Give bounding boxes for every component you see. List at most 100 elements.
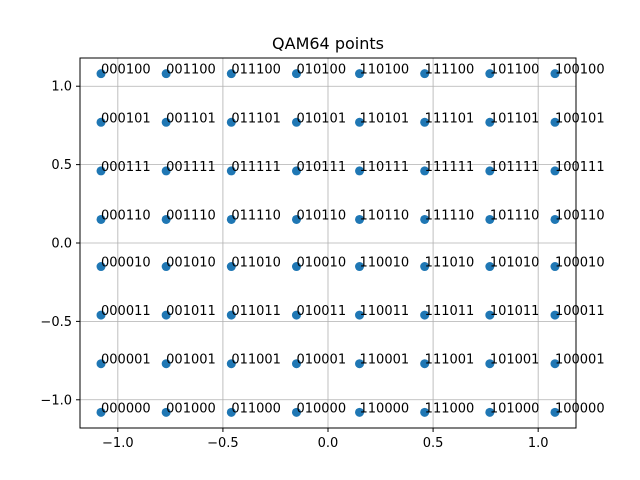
point-label: 010111 [296,160,346,175]
data-point [291,166,301,176]
point-label: 011100 [231,63,281,78]
point-label: 001111 [166,160,216,175]
data-point [291,69,301,79]
point-label: 110101 [360,111,410,126]
data-point [226,262,236,272]
data-point [355,407,365,417]
point-label: 010001 [296,353,346,368]
data-point [485,117,495,127]
data-point [161,407,171,417]
point-label: 011101 [231,111,281,126]
point-labels: 000100 001100 011100 010100 110100 111100 1011… [101,63,605,417]
data-point [96,262,106,272]
axis-ticks: −1.0 −0.5 0.0 0.5 1.0 −1.0 −0.5 0.0 0.5 1.0 [40,80,548,451]
data-point [161,262,171,272]
data-point [226,214,236,224]
data-point [96,166,106,176]
point-label: 011111 [231,160,281,175]
data-point [420,262,430,272]
data-point [485,310,495,320]
data-point [161,359,171,369]
point-label: 111100 [425,63,475,78]
point-label: 011010 [231,256,281,271]
y-tick-label: 1.0 [51,80,72,95]
data-point [226,407,236,417]
x-tick-label: 0.5 [423,436,444,451]
point-label: 001001 [166,353,216,368]
point-label: 001110 [166,208,216,223]
data-point [291,262,301,272]
data-point [161,166,171,176]
data-point [420,69,430,79]
point-label: 111101 [425,111,475,126]
data-point [420,310,430,320]
point-label: 110111 [360,160,410,175]
point-label: 111011 [425,304,475,319]
data-point [485,214,495,224]
x-tick-label: −0.5 [207,436,239,451]
point-label: 110010 [360,256,410,271]
data-point [485,69,495,79]
data-point [355,214,365,224]
point-label: 100010 [555,256,605,271]
data-point [550,262,560,272]
data-point [291,359,301,369]
point-label: 010010 [296,256,346,271]
data-point [550,117,560,127]
point-label: 110000 [360,401,410,416]
point-label: 100110 [555,208,605,223]
data-point [420,407,430,417]
point-label: 000110 [101,208,151,223]
point-label: 111110 [425,208,475,223]
data-point [96,117,106,127]
point-label: 010011 [296,304,346,319]
data-point [485,166,495,176]
point-label: 101000 [490,401,540,416]
point-label: 011001 [231,353,281,368]
point-label: 100000 [555,401,605,416]
data-point [550,214,560,224]
data-point [355,262,365,272]
point-label: 111000 [425,401,475,416]
data-point [485,359,495,369]
grid-lines [80,58,576,428]
data-point [291,407,301,417]
point-label: 010100 [296,63,346,78]
point-label: 101101 [490,111,540,126]
data-point [161,310,171,320]
point-label: 000101 [101,111,151,126]
point-label: 001100 [166,63,216,78]
point-label: 110011 [360,304,410,319]
point-label: 000011 [101,304,151,319]
data-point [550,359,560,369]
data-point [550,310,560,320]
point-label: 001101 [166,111,216,126]
point-label: 010110 [296,208,346,223]
data-point [226,166,236,176]
point-label: 000001 [101,353,151,368]
point-label: 111010 [425,256,475,271]
point-label: 100100 [555,63,605,78]
data-point [485,407,495,417]
y-tick-label: 0.0 [51,237,72,252]
data-point [226,310,236,320]
point-label: 101010 [490,256,540,271]
data-point [420,359,430,369]
data-point [226,69,236,79]
data-point [291,214,301,224]
y-tick-label: 0.5 [51,158,72,173]
x-tick-label: 1.0 [528,436,549,451]
data-point [355,359,365,369]
point-label: 010101 [296,111,346,126]
point-label: 110110 [360,208,410,223]
point-label: 100111 [555,160,605,175]
data-point [420,117,430,127]
data-point [96,214,106,224]
data-point [550,166,560,176]
chart-title: QAM64 points [272,34,384,53]
point-label: 010000 [296,401,346,416]
data-point [550,69,560,79]
point-label: 111001 [425,353,475,368]
data-point [355,117,365,127]
point-label: 011000 [231,401,281,416]
